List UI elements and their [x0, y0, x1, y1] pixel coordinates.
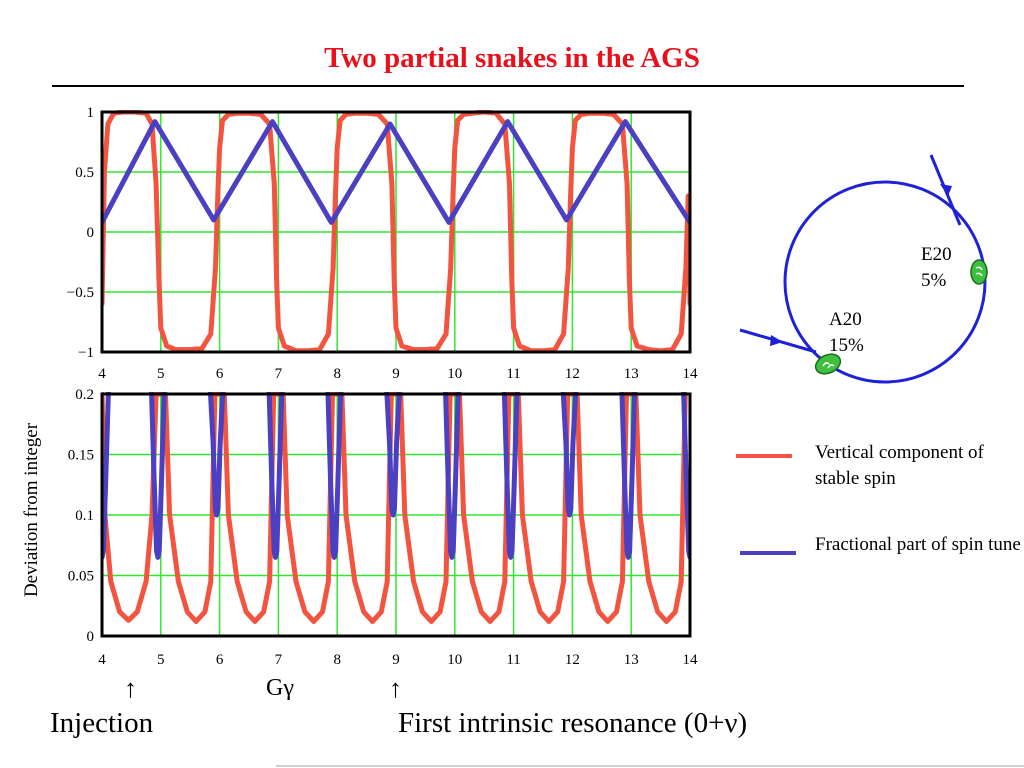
y-tick-label: 0.5 [75, 165, 94, 181]
snake-e20-name: E20 [921, 244, 952, 265]
x-tick-label: 5 [157, 652, 165, 668]
x-tick-label: 9 [392, 366, 400, 382]
series-line-fractional-part [102, 119, 690, 225]
legend-swatch-vertical [736, 454, 792, 458]
snake-e20-icon [970, 259, 988, 285]
chart-top-panel: 4 5 6 7 8 9 10 11 12 13 14 1 0.5 0 −0.5 −1 [67, 105, 698, 382]
snake-a20-label: A20 15% [829, 307, 864, 359]
injection-arrow-icon [770, 335, 783, 346]
snake-e20-strength: 5% [921, 270, 947, 291]
x-tick-label: 13 [624, 652, 639, 668]
footer-divider [276, 765, 1024, 767]
y-tick-label: −0.5 [67, 285, 94, 301]
x-tick-label: 6 [216, 366, 224, 382]
injection-label: Injection [50, 707, 154, 739]
x-tick-label: 4 [98, 366, 106, 382]
snake-a20-name: A20 [829, 309, 862, 330]
plot-area [102, 110, 690, 354]
injection-arrow-icon: ↑ [124, 674, 137, 703]
x-tick-label: 14 [683, 366, 699, 382]
plot-frame [100, 110, 692, 354]
x-tick-label: 5 [157, 366, 165, 382]
y-tick-label: 0 [87, 225, 95, 241]
first-resonance-label: First intrinsic resonance (0+ν) [398, 707, 748, 739]
y-tick-label: 0 [87, 629, 95, 645]
y-tick-label: −1 [78, 345, 94, 361]
y-tick-label: 0.15 [68, 448, 94, 464]
x-tick-label: 7 [275, 652, 283, 668]
ags-ring-diagram [739, 154, 988, 384]
y-tick-label: 0.1 [75, 508, 94, 524]
slide-title: Two partial snakes in the AGS [324, 42, 700, 74]
ags-ring [783, 180, 987, 384]
resonance-arrow-icon: ↑ [389, 674, 402, 703]
snake-a20-strength: 15% [829, 335, 864, 356]
x-tick-label: 6 [216, 652, 224, 668]
x-tick-label: 10 [447, 652, 462, 668]
x-tick-label: 13 [624, 366, 639, 382]
x-tick-label: 12 [565, 652, 580, 668]
x-tick-label: 4 [98, 652, 106, 668]
y-axis-label: Deviation from integer [21, 422, 42, 598]
x-tick-label: 11 [506, 366, 520, 382]
plot-frame [100, 392, 692, 638]
x-tick-label: 11 [506, 652, 520, 668]
legend-swatch-fractional [740, 551, 796, 555]
extraction-arrow-icon [940, 184, 952, 196]
y-tick-label: 1 [87, 105, 95, 121]
chart-bottom-panel: 4 5 6 7 8 9 10 11 12 13 14 0.2 0.15 0.1 0.05 0 [68, 387, 698, 668]
y-axis-label-container: Deviation from integer [20, 395, 44, 625]
title-divider [52, 85, 964, 87]
x-tick-label: 8 [333, 652, 341, 668]
series-line-fractional-part [102, 392, 690, 560]
series-line-vertical-component [102, 110, 690, 354]
x-tick-label: 12 [565, 366, 580, 382]
x-tick-label: 8 [333, 366, 341, 382]
x-tick-label: 14 [683, 652, 699, 668]
legend-label-vertical: Vertical component of stable spin [815, 442, 984, 489]
snake-e20-label: E20 5% [921, 242, 952, 294]
x-axis-label: Gγ [266, 675, 294, 701]
x-tick-label: 10 [447, 366, 462, 382]
y-tick-label: 0.05 [68, 569, 94, 585]
x-tick-label: 7 [275, 366, 283, 382]
y-tick-label: 0.2 [75, 387, 94, 403]
legend-label-fractional: Fractional part of spin tune [815, 534, 1021, 555]
x-tick-label: 9 [392, 652, 400, 668]
